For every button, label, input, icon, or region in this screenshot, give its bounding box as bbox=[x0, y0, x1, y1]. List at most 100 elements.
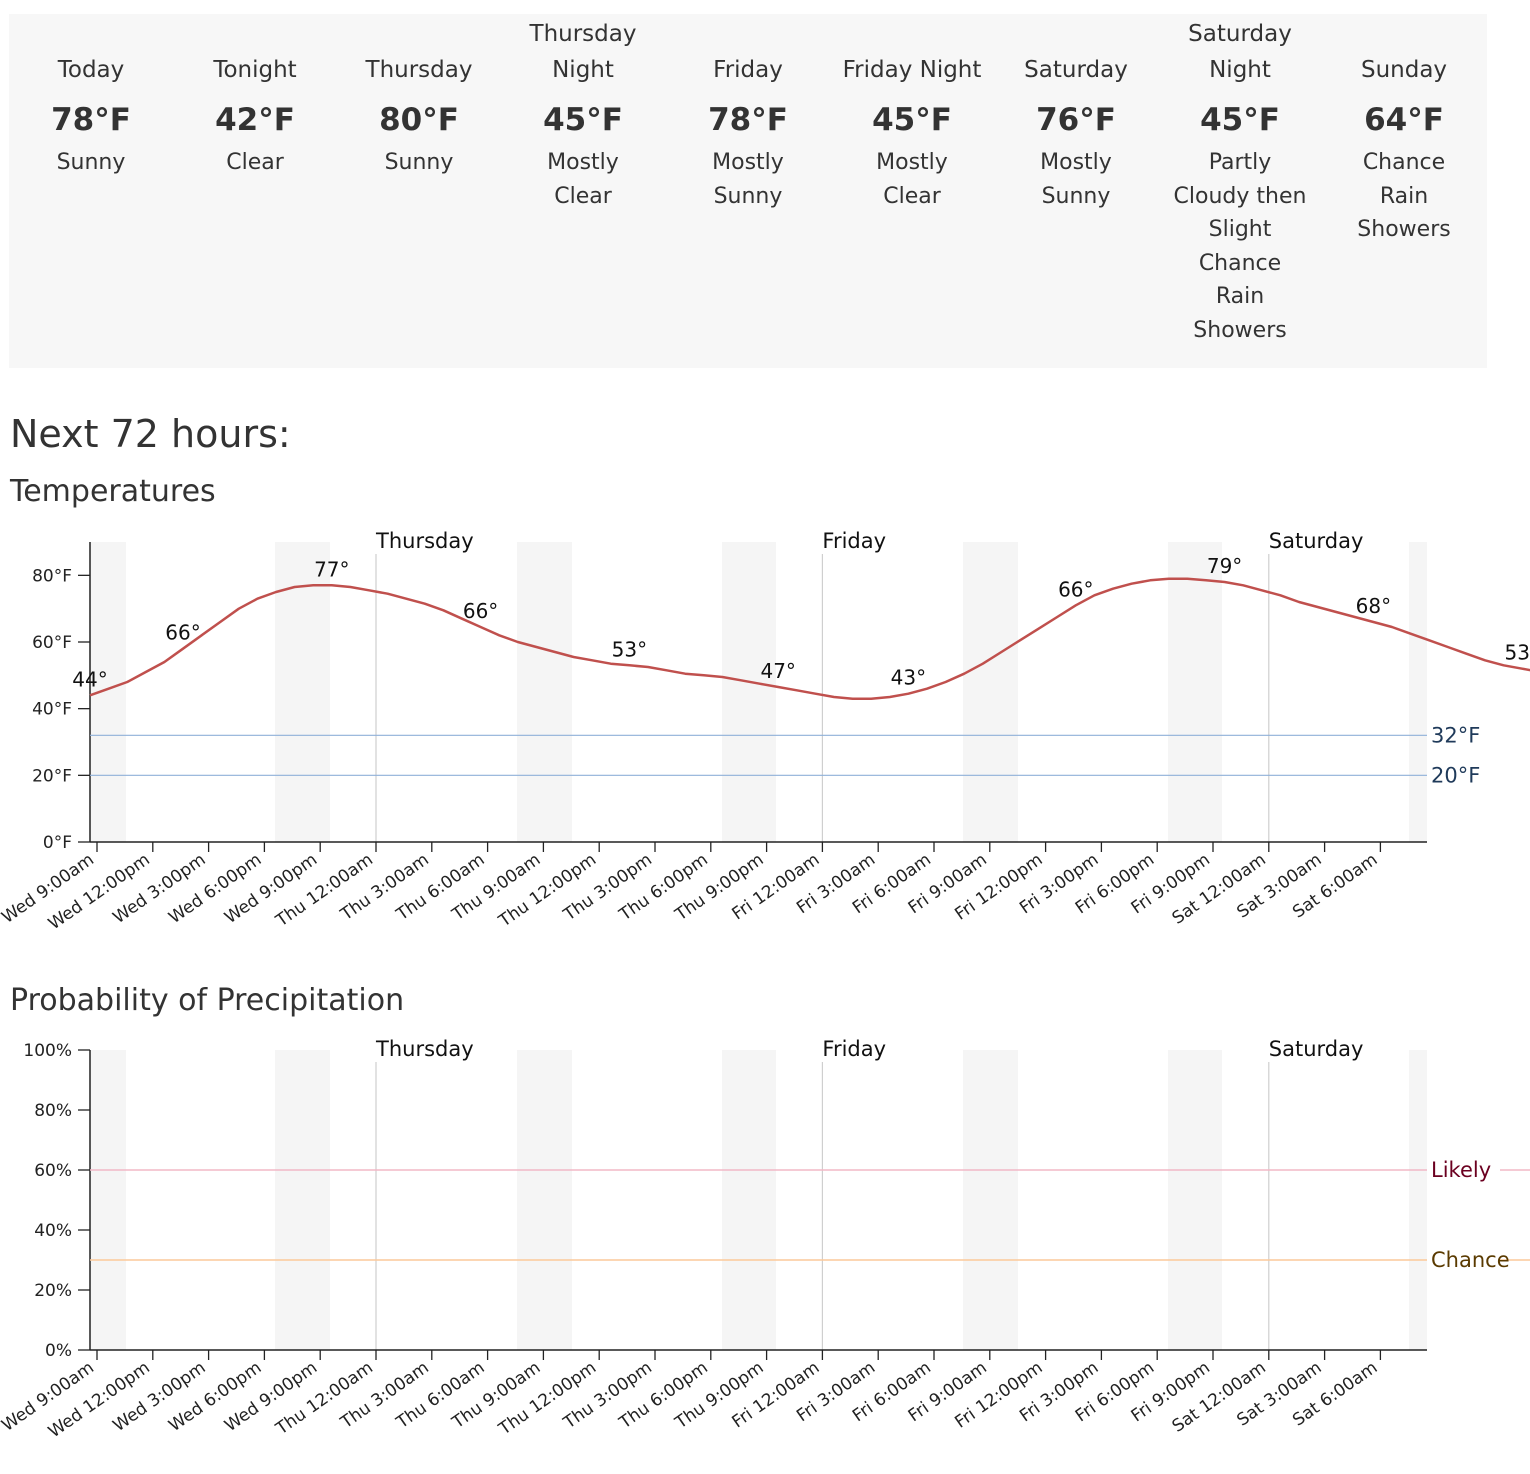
description-line: Partly bbox=[1208, 150, 1272, 175]
night-band bbox=[1168, 542, 1222, 842]
y-tick-label: 80% bbox=[34, 1101, 72, 1121]
period-temperature: 78°F bbox=[708, 102, 788, 138]
period-description: Partly Cloudy then Slight Chance Rain Showers bbox=[1160, 146, 1320, 348]
period-temperature: 64°F bbox=[1364, 102, 1444, 138]
period-name: Night bbox=[1209, 57, 1271, 83]
description-line: Sunny bbox=[1041, 183, 1111, 209]
period-temperature: 42°F bbox=[215, 102, 295, 138]
day-label: Thursday bbox=[375, 529, 474, 553]
y-tick-label: 40°F bbox=[32, 700, 72, 720]
day-label: Saturday bbox=[1269, 529, 1364, 553]
temperature-point-label: 66° bbox=[463, 599, 498, 623]
night-band bbox=[1168, 1050, 1222, 1350]
day-label: Saturday bbox=[1269, 1037, 1364, 1061]
period-name: Saturday bbox=[1188, 21, 1292, 47]
description-line: Sunny bbox=[713, 183, 783, 209]
night-band bbox=[90, 542, 126, 842]
temperature-point-label: 53° bbox=[1504, 641, 1530, 665]
period-description: Chance Rain Showers bbox=[1324, 146, 1484, 247]
period-description: Clear bbox=[175, 146, 335, 180]
period-description: Sunny bbox=[339, 146, 499, 180]
y-tick-label: 0°F bbox=[43, 833, 72, 853]
period-name: Thursday bbox=[365, 57, 473, 83]
y-tick-label: 60°F bbox=[32, 633, 72, 653]
period-temperature: 78°F bbox=[51, 102, 131, 138]
forecast-strip: Today 78°F Sunny Tonight 42°F Clear Thursday… bbox=[9, 14, 1487, 368]
period-description: Mostly Sunny bbox=[668, 146, 828, 213]
night-band bbox=[275, 1050, 330, 1350]
precipitation-chart-title: Probability of Precipitation bbox=[10, 983, 405, 1018]
temperature-point-label: 68° bbox=[1356, 594, 1391, 618]
period-name: Night bbox=[552, 57, 614, 83]
temperature-point-label: 66° bbox=[1058, 577, 1093, 601]
period-name: Thursday bbox=[529, 21, 637, 47]
y-tick-label: 20% bbox=[34, 1281, 72, 1301]
temperature-chart-title: Temperatures bbox=[10, 474, 216, 509]
description-line: Cloudy then bbox=[1173, 183, 1307, 209]
temperature-line bbox=[89, 577, 1530, 700]
night-band bbox=[90, 1050, 126, 1350]
description-line: Sunny bbox=[384, 150, 454, 175]
reference-label: Chance bbox=[1431, 1248, 1510, 1272]
description-line: Chance bbox=[1362, 150, 1446, 175]
reference-label: Likely bbox=[1431, 1158, 1491, 1182]
night-band bbox=[722, 542, 776, 842]
temperature-point-label: 79° bbox=[1207, 554, 1242, 578]
y-tick-label: 0% bbox=[45, 1341, 72, 1361]
section-title: Next 72 hours: bbox=[10, 412, 291, 456]
temperature-chart: Thursday Friday Saturday 0°F 20°F 40°F 60°F 80°… bbox=[0, 529, 1530, 934]
night-band bbox=[722, 1050, 776, 1350]
period-temperature: 45°F bbox=[872, 102, 952, 138]
temperature-point-label: 44° bbox=[72, 667, 107, 691]
period-temperature: 45°F bbox=[1200, 102, 1280, 138]
night-band bbox=[963, 1050, 1018, 1350]
period-name: Sunday bbox=[1360, 57, 1448, 83]
period-description: Mostly Sunny bbox=[996, 146, 1156, 213]
day-label: Thursday bbox=[375, 1037, 474, 1061]
description-line: Mostly bbox=[876, 150, 948, 175]
temperature-point-label: 77° bbox=[314, 557, 349, 581]
description-line: Chance bbox=[1198, 250, 1282, 276]
period-description: Mostly Clear bbox=[832, 146, 992, 213]
temperature-point-label: 43° bbox=[891, 666, 926, 690]
temperature-point-label: 53° bbox=[612, 637, 647, 661]
period-name: Saturday bbox=[1024, 57, 1128, 83]
night-band bbox=[517, 1050, 572, 1350]
y-tick-label: 80°F bbox=[32, 566, 72, 586]
period-name: Today bbox=[57, 57, 125, 83]
y-tick-label: 100% bbox=[23, 1041, 72, 1061]
night-band bbox=[963, 542, 1018, 842]
precipitation-chart: Thursday Friday Saturday 0% 20% 40% 60% 80% 100%… bbox=[0, 1037, 1530, 1442]
description-line: Rain bbox=[1379, 183, 1429, 209]
period-temperature: 45°F bbox=[543, 102, 623, 138]
y-tick-label: 20°F bbox=[32, 766, 72, 786]
description-line: Clear bbox=[883, 183, 941, 209]
period-name: Friday bbox=[713, 57, 783, 83]
night-band bbox=[275, 542, 330, 842]
night-band bbox=[517, 542, 572, 842]
y-tick-label: 40% bbox=[34, 1221, 72, 1241]
description-line: Rain bbox=[1215, 284, 1265, 310]
description-line: Mostly bbox=[547, 150, 619, 175]
period-name: Friday Night bbox=[842, 57, 982, 83]
y-tick-label: 60% bbox=[34, 1161, 72, 1181]
description-line: Showers bbox=[1357, 217, 1451, 243]
description-line: Slight bbox=[1208, 217, 1272, 243]
reference-label: 32°F bbox=[1431, 723, 1480, 747]
description-line: Mostly bbox=[1040, 150, 1112, 175]
reference-label: 20°F bbox=[1431, 763, 1480, 787]
description-line: Showers bbox=[1193, 317, 1287, 343]
period-temperature: 76°F bbox=[1036, 102, 1116, 138]
description-line: Clear bbox=[226, 150, 284, 175]
description-line: Mostly bbox=[712, 150, 784, 175]
day-label: Friday bbox=[822, 1037, 886, 1061]
period-name: Tonight bbox=[213, 57, 297, 83]
temperature-point-label: 66° bbox=[165, 621, 200, 645]
period-description: Mostly Clear bbox=[503, 146, 663, 213]
night-band bbox=[1409, 1050, 1427, 1350]
night-band bbox=[1409, 542, 1427, 842]
description-line: Clear bbox=[554, 183, 612, 209]
day-label: Friday bbox=[822, 529, 886, 553]
temperature-point-label: 47° bbox=[760, 659, 795, 683]
period-temperature: 80°F bbox=[379, 102, 459, 138]
